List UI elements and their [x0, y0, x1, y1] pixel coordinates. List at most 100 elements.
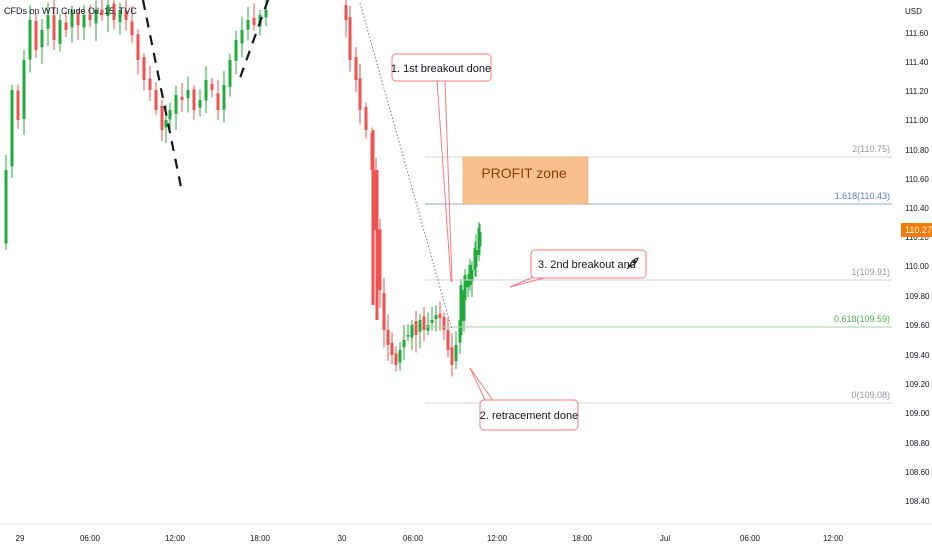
- candle-body: [459, 285, 463, 335]
- time-tick-label: 18:00: [250, 534, 271, 543]
- price-axis-unit: USD: [905, 7, 922, 16]
- candle-body: [470, 270, 474, 282]
- candle-body: [228, 60, 232, 88]
- callout-2-pointer-b: [469, 367, 495, 403]
- candle-body: [477, 228, 481, 255]
- price-tick-label: 110.40: [905, 204, 929, 213]
- candle-body: [174, 95, 178, 114]
- drawn-pattern-lines: [141, 0, 270, 193]
- current-price-label: 110.27: [905, 225, 932, 235]
- candle-body: [358, 78, 362, 110]
- candle-body: [264, 10, 268, 18]
- candle-body: [76, 13, 80, 25]
- candle-body: [234, 40, 238, 61]
- time-tick-label: 29: [16, 534, 25, 543]
- candlestick-series: [4, 0, 482, 377]
- candle-body: [354, 56, 358, 80]
- candle-body: [192, 89, 196, 110]
- callout-3-box: [530, 249, 647, 279]
- callout-2-text: 2. retracement done: [480, 410, 578, 422]
- candle-body: [473, 248, 477, 270]
- fib-label-0618: 0.618(109.59): [834, 314, 890, 324]
- candle-body: [402, 340, 406, 348]
- price-tick-label: 109.40: [905, 351, 930, 360]
- candle-body: [364, 106, 368, 130]
- candle-body: [466, 280, 470, 288]
- candle-body: [410, 325, 414, 338]
- candle-body: [378, 229, 382, 290]
- candle-body: [180, 96, 184, 100]
- candle-body: [210, 83, 214, 90]
- candle-body: [154, 89, 158, 110]
- candle-body: [430, 320, 434, 323]
- candle-body: [375, 170, 379, 320]
- candle-body: [463, 275, 467, 300]
- candle-body: [88, 14, 92, 20]
- callout-3-text: 3. 2nd breakout and: [538, 259, 636, 271]
- candle-body: [438, 313, 442, 318]
- time-tick-label: 18:00: [572, 534, 593, 543]
- candle-body: [434, 315, 438, 320]
- price-tick-label: 110.20: [905, 233, 929, 242]
- candle-body: [390, 342, 394, 355]
- pattern-line-right: [238, 0, 270, 79]
- candle-body: [222, 85, 226, 110]
- candle-body: [142, 57, 146, 80]
- price-tick-label: 110.60: [905, 175, 929, 184]
- callout-1-text: 1. 1st breakout done: [391, 63, 491, 75]
- candle-body: [4, 170, 8, 244]
- candle-body: [462, 290, 466, 321]
- time-tick-label: 06:00: [740, 534, 761, 543]
- current-price-tag: [901, 223, 932, 237]
- time-tick-label: 12:00: [487, 534, 508, 543]
- candle-body: [398, 350, 402, 363]
- price-tick-label: 109.20: [905, 380, 930, 389]
- candle-body: [422, 316, 426, 330]
- candle-body: [246, 20, 250, 30]
- pattern-line-left: [141, 0, 184, 193]
- candle-body: [58, 20, 62, 44]
- candle-body: [136, 34, 140, 60]
- candle-body: [100, 9, 104, 15]
- callout-2-box: [479, 399, 579, 431]
- price-tick-label: 108.80: [905, 439, 930, 448]
- candle-body: [414, 321, 418, 335]
- candle-body: [426, 325, 430, 331]
- fib-label-2: 2(110.75): [852, 144, 890, 154]
- candle-body: [454, 345, 458, 362]
- candle-body: [204, 80, 208, 101]
- time-tick-label: 12:00: [165, 534, 186, 543]
- candle-body: [118, 10, 122, 23]
- fib-label-1: 1(109.91): [851, 267, 890, 277]
- price-tick-label: 108.40: [905, 497, 930, 506]
- callout-2nd-breakout: 3. 2nd breakout and: [509, 249, 647, 288]
- callout-3-pointer-b: [509, 276, 549, 288]
- candle-body: [468, 265, 472, 285]
- candle-body: [46, 15, 50, 29]
- candle-body: [64, 22, 68, 30]
- candle-body: [386, 329, 390, 345]
- candle-body: [40, 30, 44, 48]
- time-tick-label: 12:00: [823, 534, 844, 543]
- candle-body: [252, 17, 256, 25]
- candle-body: [160, 106, 164, 130]
- candle-body: [34, 21, 38, 50]
- candle-body: [106, 5, 110, 17]
- candle-body: [94, 10, 98, 24]
- candle-body: [186, 90, 190, 99]
- candle-body: [216, 93, 220, 110]
- time-tick-label: 06:00: [403, 534, 424, 543]
- candle-body: [124, 10, 128, 20]
- profit-zone: PROFIT zone: [462, 156, 589, 205]
- candle-body: [348, 17, 352, 60]
- price-tick-label: 110.80: [905, 146, 929, 155]
- candle-body: [418, 320, 422, 332]
- price-tick-label: 111.00: [905, 116, 929, 125]
- candle-body: [112, 3, 116, 21]
- candle-body: [82, 15, 86, 28]
- candle-body: [382, 292, 386, 330]
- rocket-icon: [626, 257, 639, 270]
- time-tick-label: Jul: [660, 534, 670, 543]
- candle-body: [130, 21, 134, 35]
